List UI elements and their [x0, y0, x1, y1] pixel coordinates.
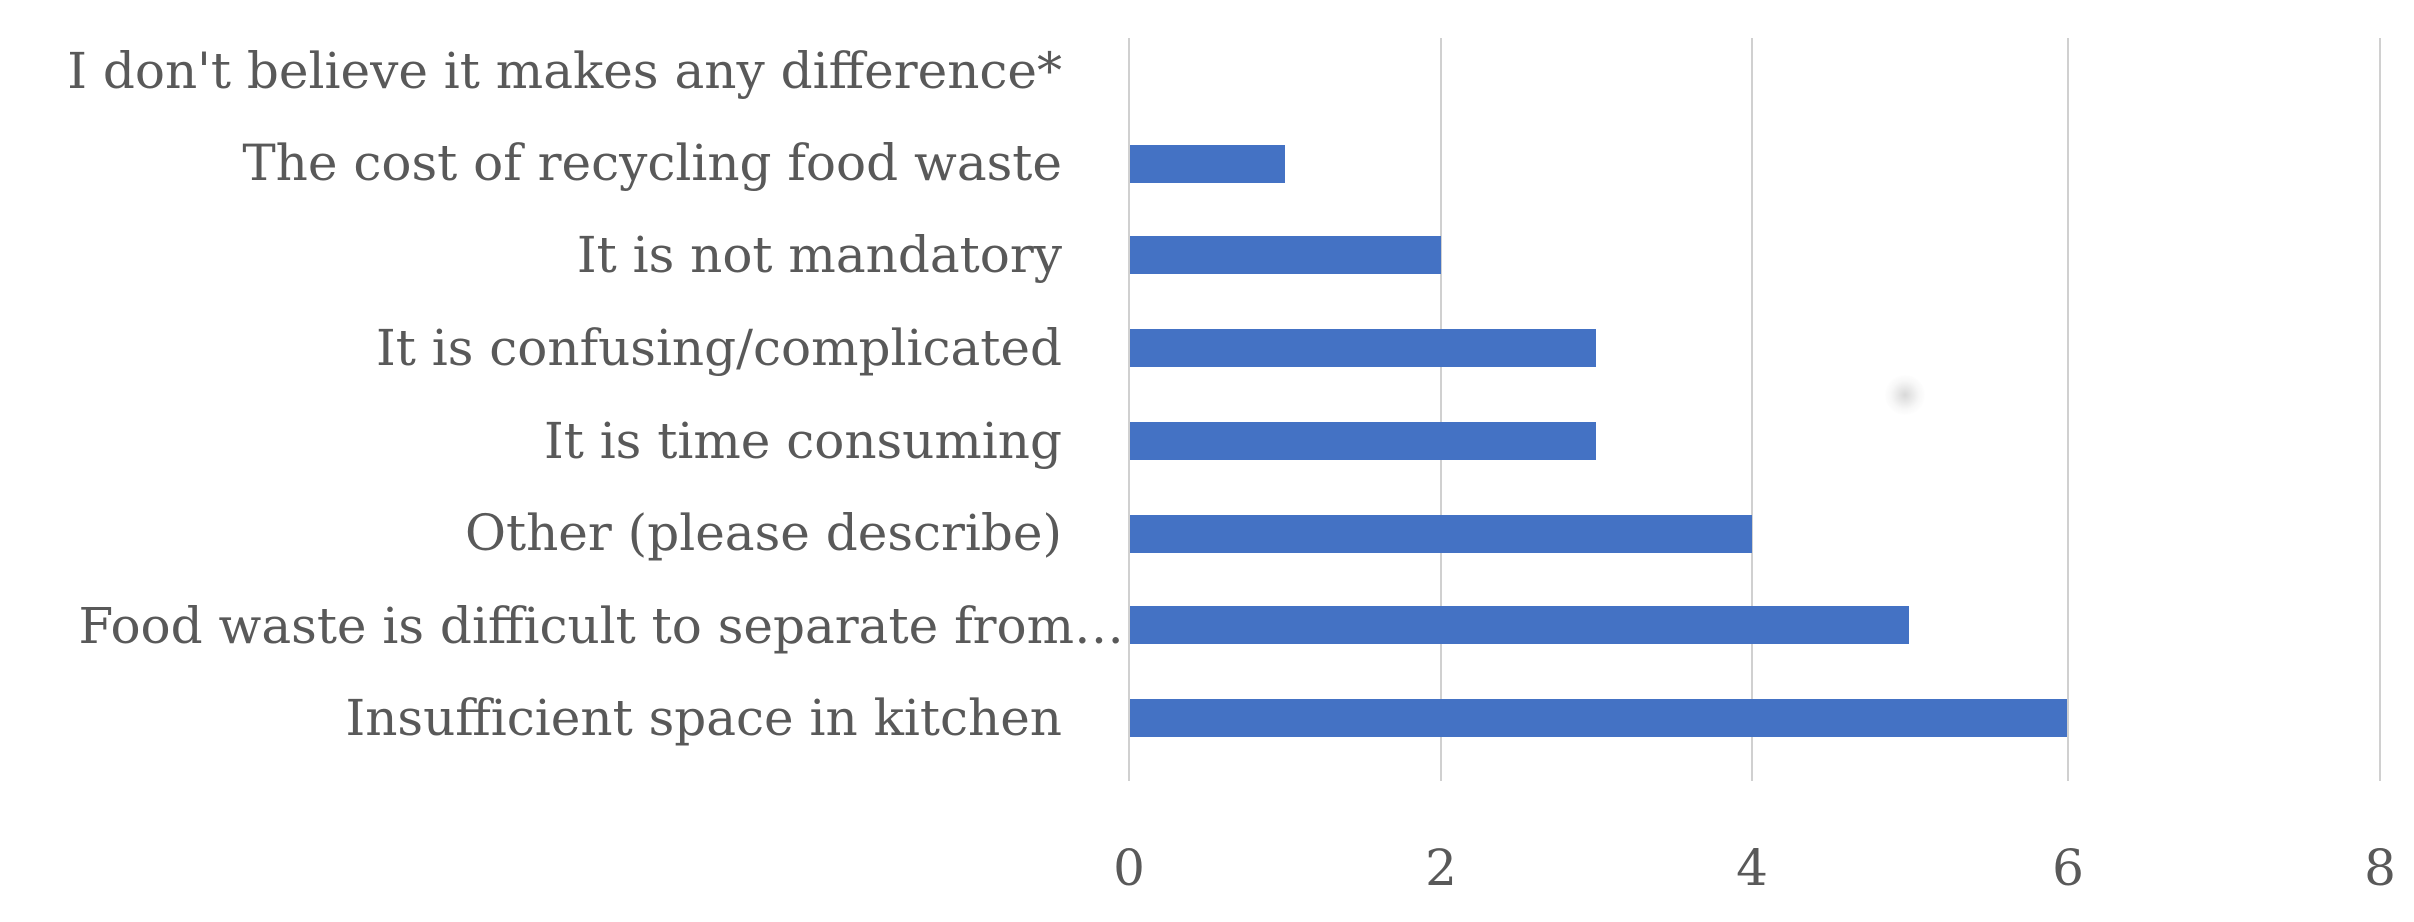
x-tick-label: 8: [2364, 839, 2396, 897]
gridline-2: [1440, 38, 1442, 781]
bar-insufficient-space: [1130, 699, 2067, 737]
bar-time-consuming: [1130, 422, 1596, 460]
bar-cost-of-recycling: [1130, 145, 1285, 183]
image-artifact: [1885, 375, 1925, 415]
category-label: It is not mandatory: [576, 226, 1062, 284]
gridline-4: [1751, 38, 1753, 781]
category-label: Food waste is difficult to separate from…: [78, 597, 1124, 655]
bar-difficult-to-separate: [1130, 606, 1909, 644]
plot-area: [1128, 38, 2381, 781]
gridline-8: [2379, 38, 2381, 781]
category-label: It is confusing/complicated: [375, 319, 1062, 377]
x-tick-label: 0: [1113, 839, 1145, 897]
x-tick-label: 6: [2052, 839, 2084, 897]
bar-other: [1130, 515, 1752, 553]
category-label: The cost of recycling food waste: [242, 134, 1062, 192]
category-label: It is time consuming: [543, 412, 1062, 470]
category-label: Other (please describe): [465, 504, 1062, 562]
gridline-0: [1128, 38, 1130, 781]
bar-not-mandatory: [1130, 236, 1441, 274]
x-tick-label: 4: [1736, 839, 1768, 897]
gridline-6: [2067, 38, 2069, 781]
category-label: I don't believe it makes any difference*: [67, 42, 1062, 100]
category-label: Insufficient space in kitchen: [345, 689, 1062, 747]
x-tick-label: 2: [1425, 839, 1457, 897]
bar-confusing: [1130, 329, 1596, 367]
